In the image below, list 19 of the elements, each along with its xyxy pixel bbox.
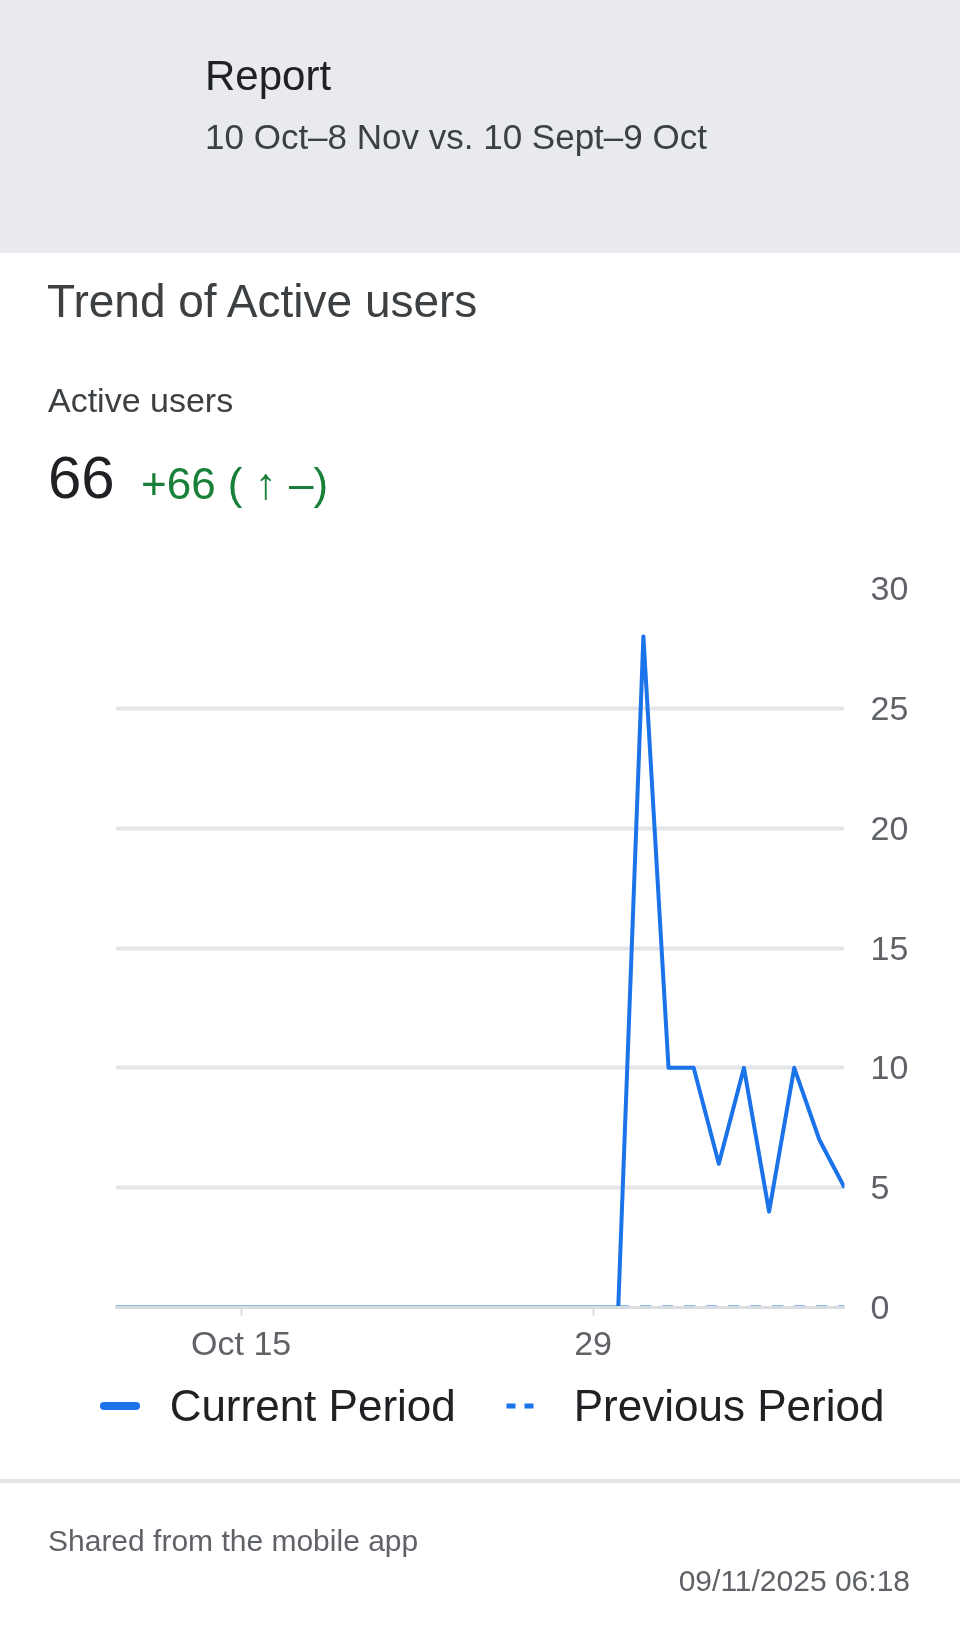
legend-label: Previous Period (573, 1384, 885, 1428)
text: 66 (48, 448, 115, 509)
y-tick-label: 10 (870, 1048, 909, 1087)
y-tick-label: 0 (870, 1288, 890, 1326)
text: Report (205, 55, 332, 98)
text: +66 ( ↑ –) (141, 461, 329, 506)
text: Active users (48, 383, 234, 418)
y-tick-label: 25 (870, 688, 909, 727)
chart-subtitle: 10 Oct–8 Nov vs. 10 Sept–9 Oct (205, 119, 707, 155)
text: 09/11/2025 06:18 (678, 1565, 910, 1596)
x-tick-label: Oct 15 (191, 1323, 292, 1362)
y-tick-label: 15 (870, 928, 909, 967)
chart-title: Trend of Active users (47, 278, 478, 325)
x-tick-label: 29 (574, 1323, 613, 1362)
legend-label: Current Period (169, 1384, 456, 1428)
text: Shared from the mobile app (48, 1525, 419, 1556)
y-tick-label: 5 (870, 1168, 890, 1207)
y-tick-label: 20 (870, 808, 909, 847)
y-tick-label: 30 (870, 569, 909, 607)
